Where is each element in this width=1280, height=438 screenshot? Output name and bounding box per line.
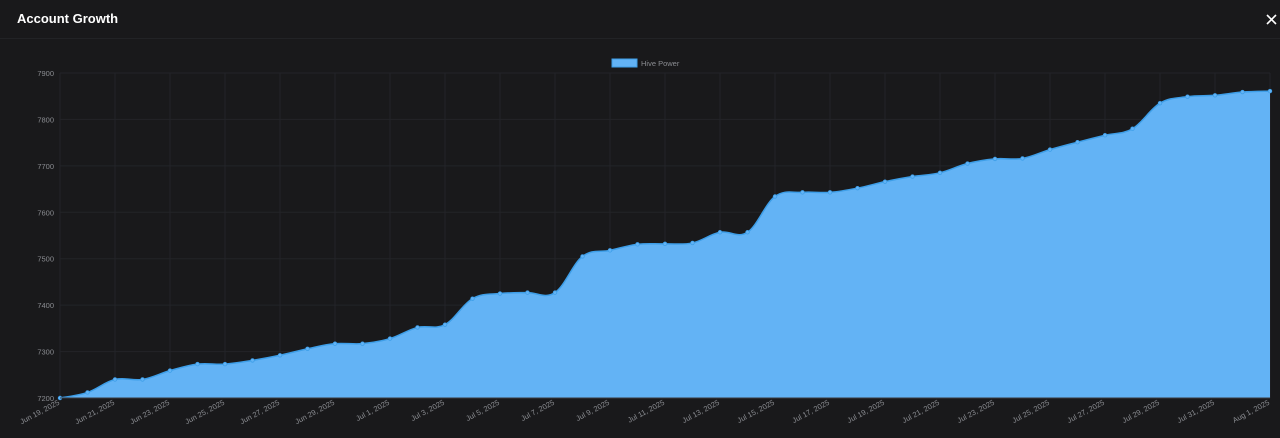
y-tick-label: 7200 — [37, 394, 54, 403]
y-tick-label: 7700 — [37, 162, 54, 171]
data-point — [635, 242, 640, 247]
data-point — [1185, 94, 1190, 99]
data-point — [525, 290, 530, 295]
data-point — [1212, 93, 1218, 98]
legend-label: Hive Power — [641, 59, 680, 68]
x-tick-label: Jul 7, 2025 — [519, 398, 556, 423]
data-point — [442, 322, 448, 327]
data-point — [470, 296, 475, 301]
x-tick-label: Jul 17, 2025 — [791, 398, 831, 425]
data-point — [1047, 147, 1053, 152]
data-point — [772, 194, 778, 199]
y-tick-label: 7900 — [37, 69, 54, 78]
data-point — [882, 179, 888, 184]
x-tick-label: Jun 21, 2025 — [73, 398, 116, 426]
x-tick-label: Jul 29, 2025 — [1121, 398, 1161, 425]
x-tick-label: Jun 23, 2025 — [128, 398, 171, 426]
data-point — [992, 156, 998, 162]
x-tick-label: Jun 29, 2025 — [293, 398, 336, 426]
data-point — [277, 353, 283, 358]
data-point — [1267, 88, 1273, 94]
data-point — [305, 346, 310, 351]
x-tick-label: Jul 19, 2025 — [846, 398, 886, 425]
data-point — [800, 190, 805, 195]
y-tick-label: 7300 — [37, 348, 54, 357]
x-tick-label: Jul 9, 2025 — [574, 398, 611, 423]
data-point — [607, 248, 613, 253]
data-point — [1020, 156, 1025, 161]
data-point — [250, 358, 255, 363]
data-point — [745, 230, 750, 235]
data-point — [112, 377, 118, 382]
x-tick-label: Jul 15, 2025 — [736, 398, 776, 425]
modal-header: Account Growth — [0, 0, 1280, 39]
x-tick-label: Jul 21, 2025 — [901, 398, 941, 425]
y-tick-label: 7600 — [37, 208, 54, 217]
y-tick-label: 7500 — [37, 255, 54, 264]
y-tick-label: 7400 — [37, 301, 54, 310]
data-point — [85, 390, 90, 395]
x-tick-label: Jul 11, 2025 — [626, 398, 666, 425]
x-tick-label: Jul 3, 2025 — [409, 398, 446, 423]
data-point — [690, 240, 695, 246]
data-point — [222, 361, 228, 367]
x-tick-label: Jul 31, 2025 — [1176, 398, 1216, 425]
data-point — [167, 368, 173, 373]
data-point — [1240, 89, 1245, 95]
legend-swatch — [611, 58, 638, 68]
data-point — [937, 170, 943, 176]
data-point — [552, 290, 558, 295]
x-tick-label: Aug 1, 2025 — [1231, 398, 1271, 425]
data-point — [387, 336, 393, 341]
close-icon[interactable] — [1264, 10, 1280, 28]
x-tick-label: Jul 1, 2025 — [354, 398, 391, 423]
x-tick-label: Jun 27, 2025 — [238, 398, 281, 426]
data-point — [332, 341, 338, 346]
data-point — [140, 377, 145, 382]
data-point — [1102, 133, 1108, 138]
x-tick-label: Jul 13, 2025 — [681, 398, 721, 425]
x-tick-label: Jul 25, 2025 — [1011, 398, 1051, 425]
data-point — [1075, 139, 1080, 145]
data-point — [1130, 126, 1135, 131]
x-tick-label: Jul 23, 2025 — [956, 398, 996, 425]
data-point — [195, 361, 200, 367]
data-point — [965, 161, 970, 166]
data-point — [827, 190, 833, 195]
modal-title: Account Growth — [17, 11, 119, 26]
data-point — [1157, 100, 1163, 106]
data-point — [662, 241, 668, 247]
x-tick-label: Jun 25, 2025 — [183, 398, 226, 426]
data-point — [360, 341, 365, 346]
data-point — [717, 230, 723, 235]
data-point — [855, 185, 860, 191]
y-tick-label: 7800 — [37, 115, 54, 124]
data-point — [910, 174, 915, 179]
data-point — [580, 254, 585, 259]
data-point — [497, 291, 503, 296]
data-point — [415, 325, 420, 330]
x-tick-label: Jul 27, 2025 — [1066, 398, 1106, 425]
x-tick-label: Jul 5, 2025 — [464, 398, 501, 423]
